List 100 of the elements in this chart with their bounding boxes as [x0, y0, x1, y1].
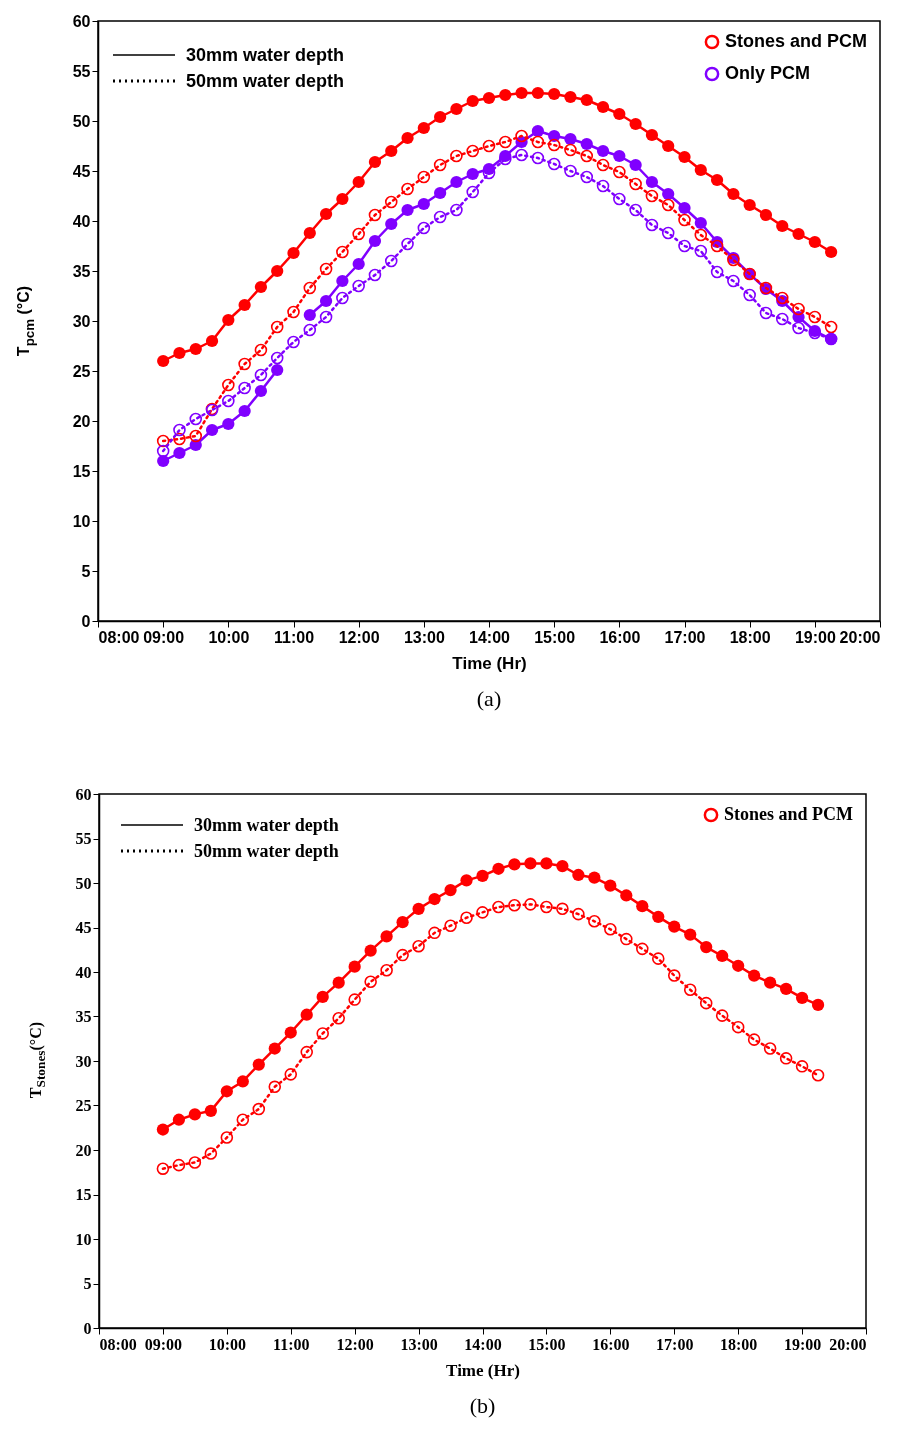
- point: [319, 310, 333, 324]
- x-tick-label: 20:00: [829, 1335, 867, 1353]
- point: [444, 884, 457, 897]
- point: [368, 234, 382, 248]
- point: [466, 185, 479, 199]
- point: [795, 991, 809, 1004]
- point: [629, 203, 642, 217]
- point: [779, 1052, 793, 1065]
- point: [364, 944, 377, 957]
- point: [316, 1027, 329, 1040]
- point: [222, 313, 235, 327]
- x-tick-label: 18:00: [720, 1335, 758, 1353]
- point: [220, 1085, 233, 1098]
- point: [508, 898, 521, 912]
- point: [743, 198, 756, 212]
- x-tick-label: 14:00: [469, 628, 511, 646]
- point: [384, 254, 398, 268]
- point: [396, 948, 409, 962]
- annotation: 50mm water depth: [194, 841, 339, 861]
- point: [352, 227, 365, 241]
- y-tick-label: 55: [72, 62, 91, 80]
- point: [368, 268, 382, 282]
- point: [636, 942, 649, 956]
- legend-label: Stones and PCM: [724, 804, 854, 824]
- point: [645, 218, 659, 232]
- point: [364, 975, 377, 989]
- point: [189, 342, 202, 356]
- point: [254, 280, 268, 294]
- point: [238, 357, 251, 371]
- point: [524, 857, 537, 870]
- point: [336, 192, 349, 206]
- point: [368, 155, 382, 169]
- y-tick-label: 60: [72, 12, 91, 30]
- point: [524, 898, 537, 911]
- point: [661, 198, 675, 212]
- point: [613, 192, 626, 206]
- point: [764, 976, 777, 989]
- point: [700, 940, 713, 954]
- point: [396, 916, 409, 929]
- point: [629, 177, 642, 191]
- y-tick-label: 40: [72, 212, 91, 230]
- point: [499, 135, 512, 149]
- point: [482, 139, 496, 153]
- point: [284, 1068, 298, 1081]
- x-tick-label: 13:00: [400, 1335, 438, 1353]
- text: (b): [469, 1393, 496, 1418]
- point: [434, 110, 447, 124]
- point: [515, 148, 528, 162]
- x-tick-label: 16:00: [592, 1335, 630, 1353]
- point: [564, 164, 577, 178]
- point: [417, 170, 431, 184]
- point: [662, 187, 675, 201]
- point: [515, 129, 528, 143]
- point: [613, 107, 626, 121]
- point: [222, 378, 235, 392]
- y-tick-label: 0: [81, 612, 91, 630]
- point: [678, 239, 691, 253]
- point: [316, 990, 329, 1004]
- y-tick-label: 35: [72, 262, 91, 280]
- point: [662, 139, 675, 153]
- point: [384, 195, 398, 209]
- point: [270, 320, 284, 334]
- point: [401, 182, 414, 196]
- point: [252, 1058, 265, 1071]
- point: [450, 102, 463, 116]
- point: [319, 294, 333, 308]
- point: [252, 1102, 266, 1116]
- point: [596, 144, 610, 158]
- x-tick-label: 12:00: [336, 1335, 374, 1353]
- y-tick-label: 20: [75, 1141, 92, 1159]
- point: [284, 1026, 297, 1039]
- point: [428, 892, 441, 906]
- point: [466, 144, 479, 158]
- point: [368, 208, 382, 222]
- point: [548, 87, 561, 101]
- point: [694, 216, 707, 230]
- point: [172, 1113, 186, 1126]
- x-tick-label: 19:00: [794, 628, 836, 646]
- point: [417, 197, 430, 211]
- point: [444, 919, 457, 932]
- point: [352, 175, 365, 189]
- point: [710, 239, 724, 253]
- point: [492, 900, 505, 914]
- point: [775, 312, 789, 326]
- point: [222, 394, 235, 408]
- y-tick-label: 45: [72, 162, 91, 180]
- point: [540, 857, 553, 870]
- point: [556, 902, 569, 916]
- point: [727, 187, 740, 201]
- point: [515, 86, 528, 100]
- annotation: 30mm water depth: [194, 815, 339, 835]
- point: [401, 203, 414, 217]
- point: [385, 144, 398, 158]
- point: [683, 983, 697, 997]
- point: [779, 982, 793, 996]
- point: [428, 926, 441, 940]
- y-tick-label: 55: [75, 830, 92, 847]
- point: [173, 346, 186, 360]
- point: [588, 915, 601, 928]
- y-tick-label: 50: [75, 874, 92, 892]
